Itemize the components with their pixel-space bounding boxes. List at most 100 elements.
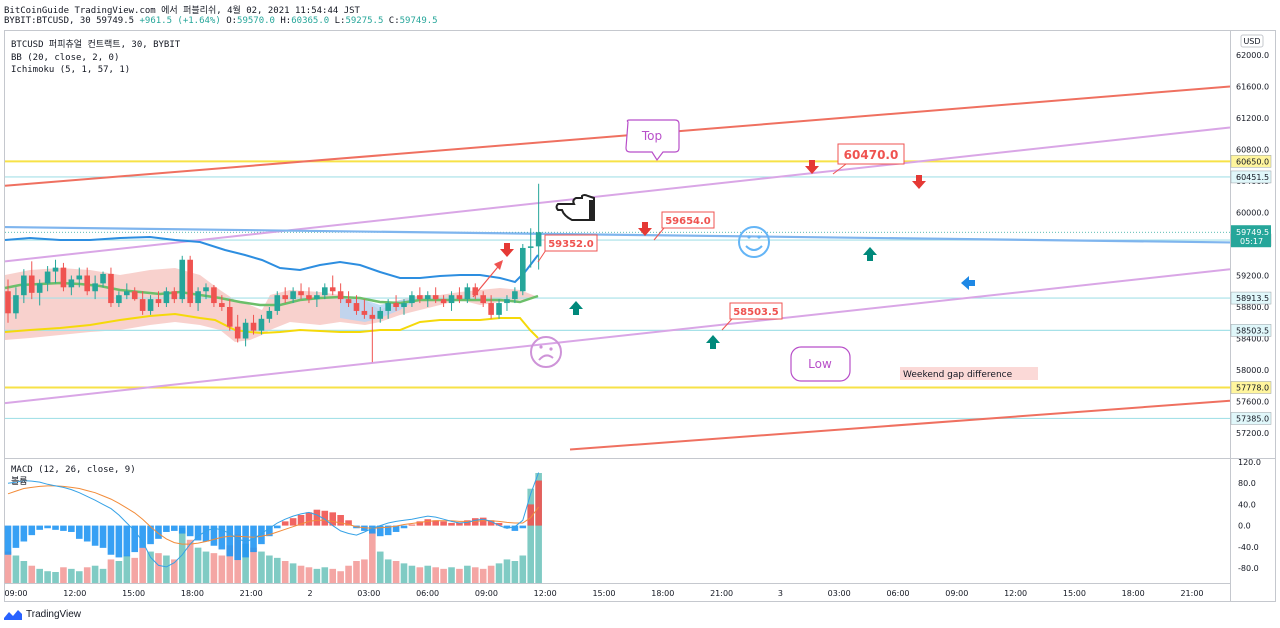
blue-resistance-line[interactable]	[4, 225, 1231, 244]
top-callout[interactable]: Top	[625, 119, 680, 162]
candle-body[interactable]	[306, 295, 312, 300]
candle-body[interactable]	[195, 291, 201, 304]
label-60470[interactable]: 60470.0	[832, 143, 905, 175]
candle-body[interactable]	[84, 275, 90, 292]
candle-body[interactable]	[274, 295, 281, 311]
hand-pointer-icon[interactable]	[555, 194, 596, 221]
candle-body[interactable]	[28, 275, 35, 293]
candle-body[interactable]	[409, 295, 415, 304]
candle-body[interactable]	[68, 279, 75, 288]
label-58503[interactable]: 58503.5	[721, 302, 783, 331]
candle-body[interactable]	[282, 295, 288, 300]
candle-body[interactable]	[424, 295, 431, 300]
candle-body[interactable]	[520, 247, 526, 292]
arrow-down-red-2[interactable]	[912, 175, 926, 189]
candle-body[interactable]	[456, 295, 463, 300]
candle-body[interactable]	[361, 310, 368, 315]
label-59352[interactable]: 59352.0	[537, 234, 598, 263]
candle-body[interactable]	[139, 299, 146, 311]
macd-line[interactable]	[7, 472, 540, 568]
label-59654[interactable]: 59654.0	[653, 211, 715, 241]
candle-body[interactable]	[535, 232, 542, 247]
candle-body[interactable]	[203, 287, 209, 292]
candle-body[interactable]	[266, 310, 273, 319]
currency-box[interactable]	[1240, 34, 1264, 48]
candle-body[interactable]	[36, 283, 43, 293]
candle-body[interactable]	[92, 283, 98, 292]
red-upper-channel-line[interactable]	[4, 85, 1231, 187]
arrow-down-red-1[interactable]	[805, 160, 819, 174]
candle-body[interactable]	[512, 291, 518, 300]
candle-body[interactable]	[258, 318, 265, 331]
candle-body[interactable]	[504, 299, 510, 304]
y-tick-label: 58800.0	[1236, 303, 1269, 312]
candle-body[interactable]	[464, 287, 471, 300]
candle-body[interactable]	[44, 271, 51, 284]
candle-body[interactable]	[448, 295, 455, 304]
candle-body[interactable]	[345, 299, 352, 304]
candle-body[interactable]	[369, 314, 376, 319]
bb-lower-band[interactable]	[4, 312, 539, 339]
red-lower-channel-line[interactable]	[569, 399, 1231, 451]
candle-body[interactable]	[226, 307, 233, 327]
candle-body[interactable]	[314, 295, 320, 300]
candle-body[interactable]	[234, 326, 241, 339]
trend-arrow-up[interactable]	[472, 260, 503, 298]
candle-body[interactable]	[131, 291, 138, 300]
candle-body[interactable]	[155, 299, 162, 304]
candle-body[interactable]	[417, 295, 423, 300]
candle-body[interactable]	[432, 295, 439, 300]
candle-body[interactable]	[329, 287, 336, 292]
candle-body[interactable]	[211, 287, 217, 304]
candle-body[interactable]	[377, 310, 384, 319]
candle-body[interactable]	[76, 275, 83, 280]
arrow-left-blue[interactable]	[961, 276, 975, 290]
candle-body[interactable]	[496, 303, 502, 315]
weekend-gap-note[interactable]: Weekend gap difference	[900, 367, 1038, 380]
candle-body[interactable]	[179, 259, 186, 300]
smiley-happy-icon[interactable]	[738, 226, 770, 258]
candle-body[interactable]	[527, 246, 534, 248]
candle-body[interactable]	[290, 291, 296, 300]
candle-body[interactable]	[242, 322, 249, 339]
arrow-up-green-3[interactable]	[706, 335, 720, 349]
candle-body[interactable]	[171, 291, 178, 300]
candle-body[interactable]	[52, 267, 59, 272]
tradingview-brand[interactable]: TradingView	[4, 609, 81, 620]
bb-upper-band[interactable]	[4, 235, 539, 284]
macd-histogram-bar	[52, 525, 59, 530]
candle-body[interactable]	[163, 291, 170, 304]
candle-body[interactable]	[480, 295, 486, 304]
candle-body[interactable]	[488, 303, 494, 315]
candle-body[interactable]	[13, 295, 19, 314]
arrow-down-red-4[interactable]	[500, 243, 514, 257]
arrow-down-red-3[interactable]	[638, 222, 652, 236]
purple-upper-channel-line[interactable]	[4, 126, 1231, 263]
candle-body[interactable]	[116, 295, 122, 304]
candle-body[interactable]	[353, 303, 360, 311]
candle-body[interactable]	[385, 303, 391, 311]
candle-body[interactable]	[401, 303, 407, 307]
candle-body[interactable]	[5, 291, 11, 314]
candle-body[interactable]	[147, 299, 154, 311]
arrow-up-green-2[interactable]	[569, 301, 583, 315]
candle-body[interactable]	[337, 291, 344, 300]
candle-body[interactable]	[440, 299, 447, 304]
arrow-up-green-1[interactable]	[863, 247, 877, 261]
candle-body[interactable]	[21, 275, 27, 296]
candle-body[interactable]	[250, 322, 257, 331]
candle-body[interactable]	[322, 287, 328, 296]
candle-body[interactable]	[108, 273, 114, 304]
low-callout[interactable]: Low	[790, 346, 851, 382]
candle-body[interactable]	[472, 287, 479, 296]
candle-body[interactable]	[393, 303, 399, 307]
candle-body[interactable]	[219, 303, 225, 307]
candle-body[interactable]	[124, 291, 130, 296]
candle-body[interactable]	[60, 267, 67, 288]
candle-body[interactable]	[187, 259, 193, 304]
purple-lower-channel-line[interactable]	[4, 268, 1231, 405]
candle-body[interactable]	[100, 273, 106, 284]
candle-body[interactable]	[298, 291, 304, 296]
smiley-sad-icon[interactable]	[530, 336, 562, 368]
